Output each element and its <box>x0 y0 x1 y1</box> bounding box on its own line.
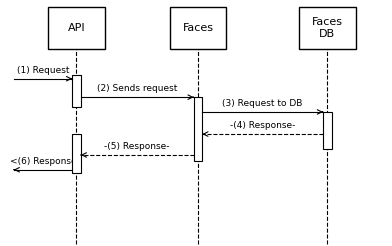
Text: API: API <box>68 23 85 33</box>
Text: (1) Request: (1) Request <box>17 66 69 75</box>
Bar <box>48 7 105 49</box>
Bar <box>194 97 202 161</box>
Bar <box>299 7 356 49</box>
Bar <box>72 75 81 107</box>
Text: <(6) Response: <(6) Response <box>10 157 76 166</box>
Bar <box>72 134 81 173</box>
Text: Faces
DB: Faces DB <box>312 17 343 39</box>
Text: -(4) Response-: -(4) Response- <box>230 121 295 130</box>
Text: -(5) Response-: -(5) Response- <box>104 142 170 151</box>
Text: (2) Sends request: (2) Sends request <box>97 84 178 93</box>
Bar <box>323 112 332 149</box>
Text: (3) Request to DB: (3) Request to DB <box>222 99 303 108</box>
Text: Faces: Faces <box>182 23 214 33</box>
Bar <box>169 7 226 49</box>
